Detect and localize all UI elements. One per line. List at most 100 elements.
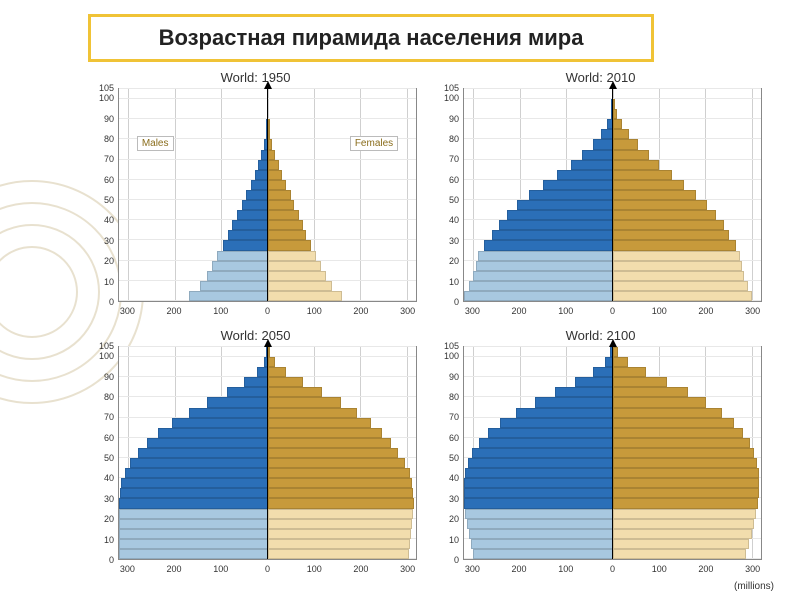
male-bar <box>469 281 613 291</box>
male-bar <box>227 387 268 397</box>
panel-title: World: 1950 <box>88 70 423 85</box>
male-bar <box>189 408 268 418</box>
y-tick-label: 10 <box>104 277 114 287</box>
x-tick-label: 200 <box>512 306 527 316</box>
female-bar <box>613 498 759 508</box>
male-bar <box>257 367 267 377</box>
female-bar <box>268 220 303 230</box>
x-tick-label: 300 <box>465 564 480 574</box>
x-tick-label: 300 <box>400 564 415 574</box>
female-bar <box>613 408 723 418</box>
female-bar <box>613 357 629 367</box>
y-tick-label: 0 <box>454 297 459 307</box>
x-tick-label: 300 <box>400 306 415 316</box>
x-tick-label: 100 <box>558 564 573 574</box>
male-bar <box>473 271 612 281</box>
male-bar <box>465 509 613 519</box>
y-tick-label: 10 <box>449 535 459 545</box>
x-tick-label: 300 <box>745 306 760 316</box>
x-tick-label: 100 <box>213 306 228 316</box>
female-bar <box>613 119 622 129</box>
female-bar <box>613 261 742 271</box>
male-bar <box>464 291 613 301</box>
female-bar <box>613 109 617 119</box>
y-tick-label: 100 <box>99 93 114 103</box>
male-bar <box>479 438 613 448</box>
y-tick-label: 60 <box>449 433 459 443</box>
y-tick-label: 80 <box>104 134 114 144</box>
y-tick-label: 105 <box>99 341 114 351</box>
male-bar <box>472 448 612 458</box>
male-bar <box>571 160 613 170</box>
male-bar <box>119 509 268 519</box>
male-bar <box>516 408 613 418</box>
male-bar <box>601 129 612 139</box>
female-bar <box>268 509 414 519</box>
legend-female: Females <box>350 136 398 151</box>
female-bar <box>613 448 755 458</box>
male-bar <box>464 498 613 508</box>
male-bar <box>237 210 268 220</box>
y-tick-label: 0 <box>109 297 114 307</box>
y-tick-label: 40 <box>104 473 114 483</box>
male-bar <box>529 190 613 200</box>
female-bar <box>613 519 754 529</box>
male-bar <box>255 170 268 180</box>
female-bar <box>613 347 619 357</box>
male-bar <box>467 519 613 529</box>
female-bar <box>268 170 283 180</box>
male-bar <box>476 261 613 271</box>
male-bar <box>246 190 267 200</box>
male-bar <box>471 539 613 549</box>
female-bar <box>268 468 410 478</box>
female-bar <box>613 271 745 281</box>
x-tick-label: 100 <box>652 564 667 574</box>
y-tick-label: 20 <box>449 514 459 524</box>
female-bar <box>613 180 684 190</box>
plot-area <box>463 346 762 560</box>
female-bar <box>268 240 312 250</box>
female-bar <box>268 428 382 438</box>
y-tick-label: 105 <box>444 83 459 93</box>
y-tick-label: 90 <box>104 114 114 124</box>
female-bar <box>613 190 697 200</box>
female-bar <box>613 549 747 559</box>
male-bar <box>172 418 268 428</box>
female-bar <box>268 438 391 448</box>
y-tick-label: 80 <box>449 134 459 144</box>
panel-title: World: 2050 <box>88 328 423 343</box>
female-bar <box>268 418 371 428</box>
female-bar <box>613 367 646 377</box>
y-tick-label: 100 <box>444 93 459 103</box>
male-bar <box>217 251 267 261</box>
male-bar <box>120 488 268 498</box>
y-tick-label: 90 <box>449 372 459 382</box>
y-tick-label: 80 <box>449 392 459 402</box>
female-bar <box>613 150 649 160</box>
pyramid-panel: World: 210001020304050607080901001053002… <box>433 328 768 580</box>
y-tick-label: 30 <box>449 236 459 246</box>
female-bar <box>268 488 414 498</box>
panel-title: World: 2100 <box>433 328 768 343</box>
male-bar <box>473 549 612 559</box>
male-bar <box>465 468 613 478</box>
y-tick-label: 50 <box>449 195 459 205</box>
y-tick-label: 70 <box>449 154 459 164</box>
female-bar <box>268 271 326 281</box>
x-tick-label: 100 <box>652 306 667 316</box>
x-tick-label: 0 <box>610 564 615 574</box>
y-axis-ticks: 0102030405060708090100105 <box>88 88 116 302</box>
male-bar <box>244 377 267 387</box>
male-bar <box>575 377 612 387</box>
y-tick-label: 0 <box>454 555 459 565</box>
x-tick-label: 200 <box>167 564 182 574</box>
y-axis-ticks: 0102030405060708090100105 <box>88 346 116 560</box>
female-bar <box>268 230 307 240</box>
legend-male: Males <box>137 136 174 151</box>
female-bar <box>268 458 405 468</box>
female-bar <box>268 281 332 291</box>
female-bar <box>268 367 287 377</box>
y-tick-label: 40 <box>104 215 114 225</box>
female-bar <box>613 281 749 291</box>
y-tick-label: 60 <box>104 433 114 443</box>
